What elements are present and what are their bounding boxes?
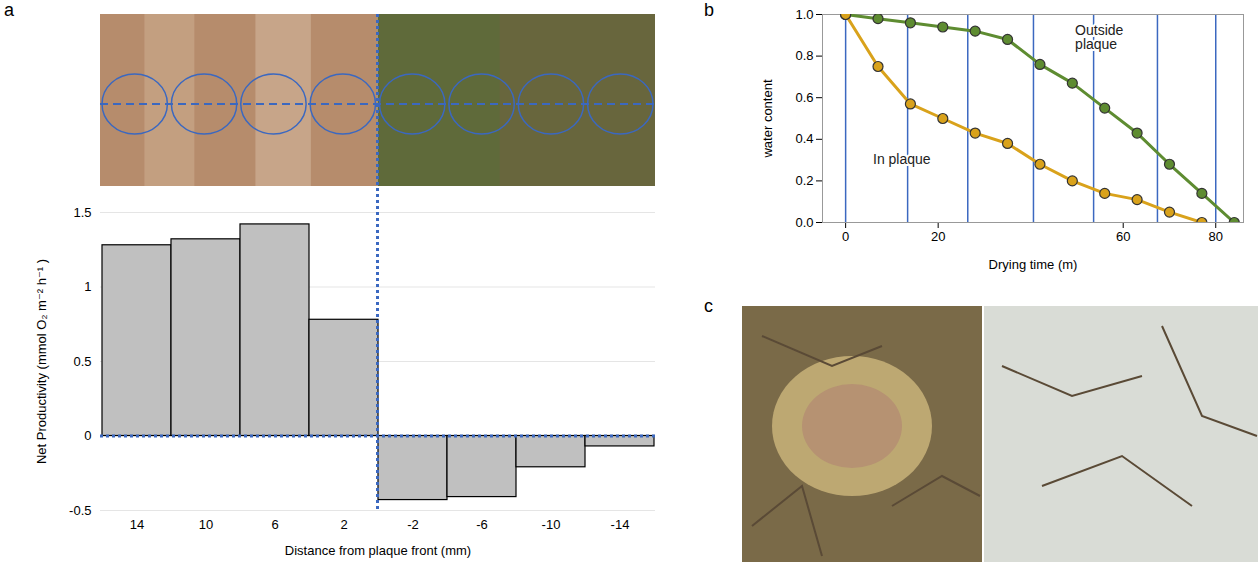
svg-text:1: 1	[84, 279, 91, 294]
svg-text:0.6: 0.6	[795, 90, 813, 105]
svg-text:1.5: 1.5	[73, 205, 91, 220]
svg-text:10: 10	[199, 517, 213, 532]
html-text:b: b	[704, 0, 714, 20]
svg-text:-2: -2	[407, 517, 419, 532]
svg-text:Drying time (m): Drying time (m)	[989, 257, 1078, 272]
svg-text:-14: -14	[611, 517, 630, 532]
svg-text:0.8: 0.8	[795, 48, 813, 63]
html-text:c: c	[704, 296, 713, 316]
html-text:a: a	[4, 0, 14, 20]
svg-text:Net Productivity (mmol O₂ m⁻²: Net Productivity (mmol O₂ m⁻² h⁻¹ )	[34, 259, 49, 464]
svg-text:-10: -10	[542, 517, 561, 532]
svg-text:Distance from plaque front (mm: Distance from plaque front (mm)	[285, 543, 471, 558]
svg-text:1.0: 1.0	[795, 7, 813, 22]
svg-text:Outsideplaque: Outsideplaque	[1075, 22, 1123, 52]
svg-text:0: 0	[84, 428, 91, 443]
svg-text:80: 80	[1209, 229, 1223, 244]
svg-text:2: 2	[340, 517, 347, 532]
svg-text:-6: -6	[476, 517, 488, 532]
svg-text:0.5: 0.5	[73, 354, 91, 369]
svg-text:60: 60	[1116, 229, 1130, 244]
svg-text:-0.5: -0.5	[69, 503, 91, 518]
svg-text:water content: water content	[760, 79, 775, 158]
svg-text:0.0: 0.0	[795, 215, 813, 230]
svg-text:14: 14	[130, 517, 144, 532]
svg-text:20: 20	[931, 229, 945, 244]
svg-text:0: 0	[842, 229, 849, 244]
svg-text:In plaque: In plaque	[873, 151, 931, 167]
svg-text:6: 6	[271, 517, 278, 532]
svg-text:0.4: 0.4	[795, 131, 813, 146]
svg-text:0.2: 0.2	[795, 173, 813, 188]
